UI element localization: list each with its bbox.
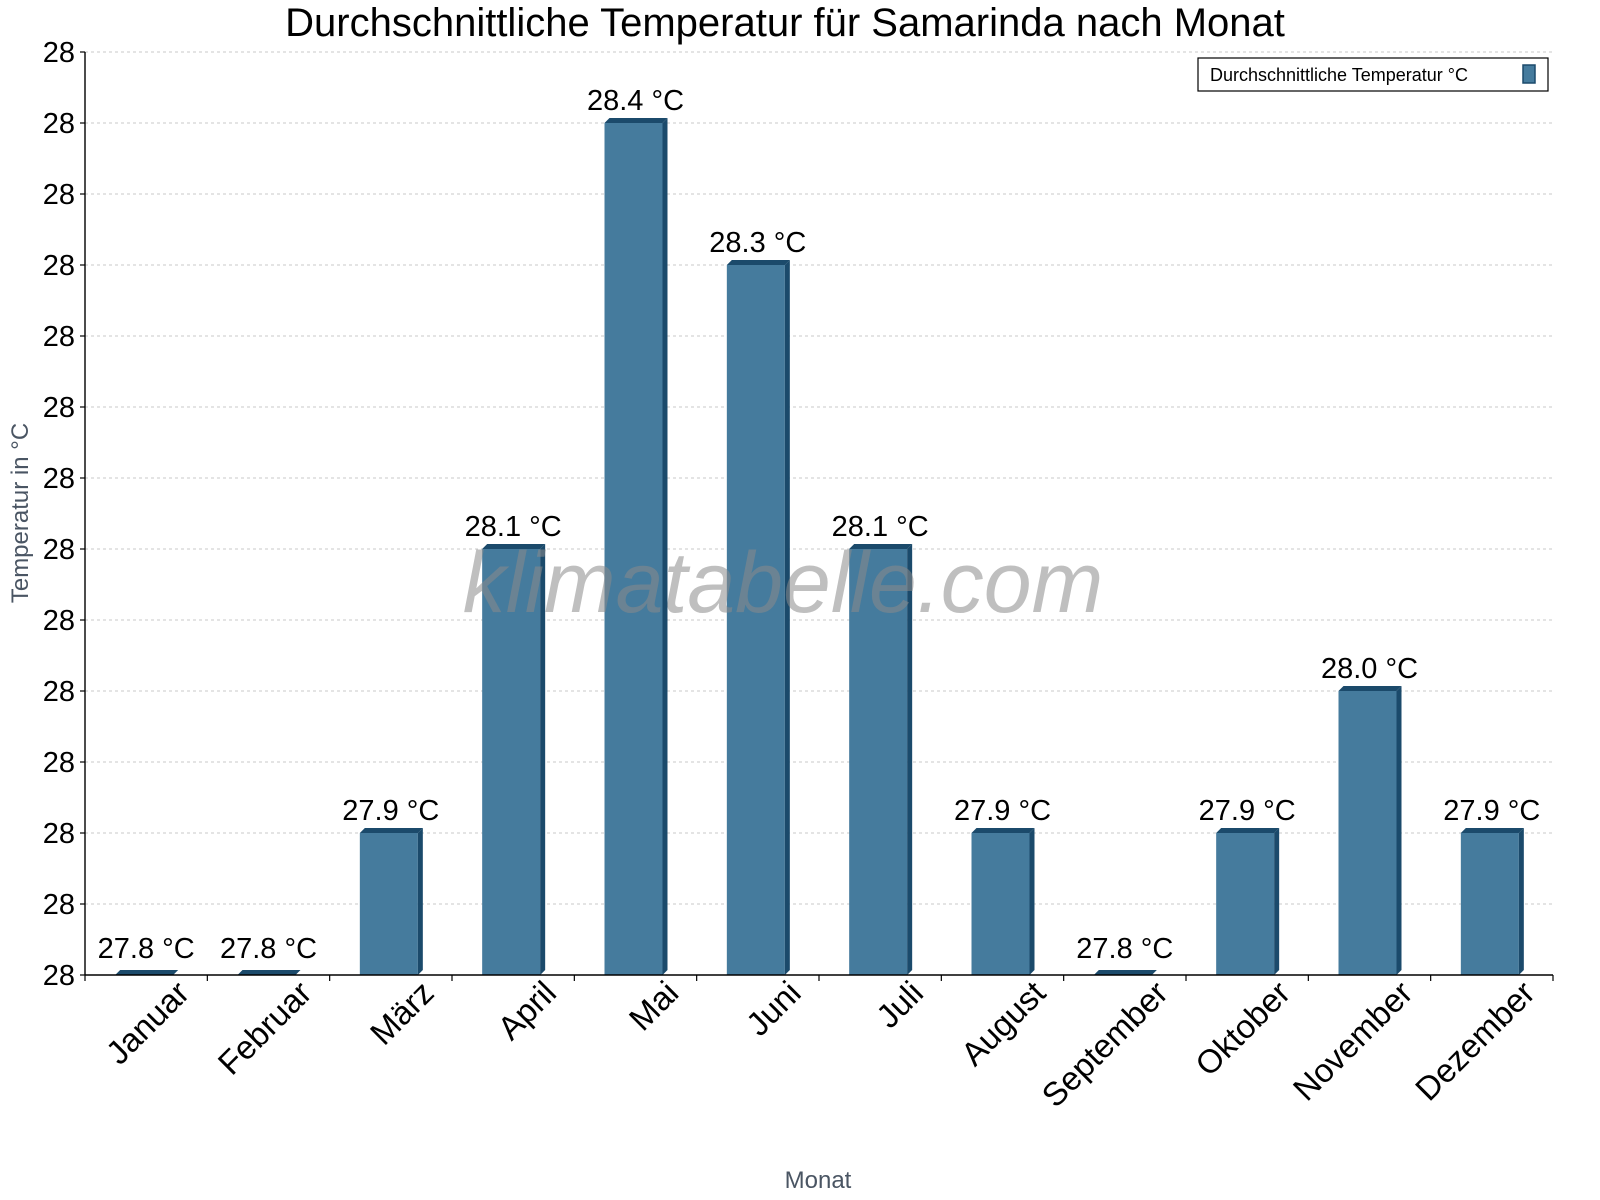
bar-september — [1093, 970, 1157, 975]
legend-label: Durchschnittliche Temperatur °C — [1210, 65, 1468, 85]
bar-november — [1338, 686, 1402, 975]
watermark: klimatabelle.com — [463, 535, 1103, 631]
bar-oktober — [1216, 828, 1280, 975]
value-label: 28.4 °C — [587, 85, 684, 117]
value-label: 27.9 °C — [1199, 795, 1296, 827]
y-tick-label: 28 — [43, 889, 75, 921]
y-tick-label: 28 — [43, 676, 75, 708]
y-tick-label: 28 — [43, 463, 75, 495]
y-tick-label: 28 — [43, 818, 75, 850]
value-label: 27.9 °C — [342, 795, 439, 827]
x-tick-label: Februar — [211, 974, 319, 1082]
chart-title: Durchschnittliche Temperatur für Samarin… — [285, 1, 1285, 45]
y-axis: 28 28 28 28 28 28 28 28 28 28 28 28 28 28 — [43, 37, 86, 992]
bars — [115, 118, 1524, 975]
x-tick-label: September — [1034, 974, 1174, 1114]
legend: Durchschnittliche Temperatur °C — [1197, 57, 1549, 92]
y-tick-label: 28 — [43, 250, 75, 282]
x-tick-label: Januar — [99, 974, 197, 1072]
value-label: 28.3 °C — [709, 227, 806, 259]
x-tick-label: Juni — [739, 974, 808, 1043]
value-label: 27.8 °C — [98, 933, 195, 965]
y-tick-label: 28 — [43, 747, 75, 779]
legend-swatch — [1522, 64, 1536, 84]
bar-august — [971, 828, 1035, 975]
y-tick-label: 28 — [43, 605, 75, 637]
x-axis: Januar Februar März April Mai Juni Juli AugustS… — [84, 974, 1554, 1114]
x-axis-title: Monat — [785, 1167, 852, 1194]
value-label: 28.1 °C — [465, 511, 562, 543]
bar-märz — [359, 828, 423, 975]
bar-april — [482, 544, 546, 975]
value-label: 27.8 °C — [220, 933, 317, 965]
x-tick-label: August — [954, 974, 1053, 1073]
x-tick-label: Dezember — [1408, 974, 1542, 1108]
value-labels: 27.8 °C 27.8 °C 27.9 °C 28.1 °C 28.4 °C 28.3 … — [98, 85, 1541, 965]
value-label: 27.9 °C — [954, 795, 1051, 827]
y-axis-title: Temperatur in °C — [7, 423, 34, 603]
bar-januar — [115, 970, 179, 975]
y-tick-label: 28 — [43, 392, 75, 424]
bar-mai — [604, 118, 668, 975]
x-tick-label: Mai — [622, 974, 686, 1038]
legend-box — [1197, 57, 1549, 92]
y-tick-label: 28 — [43, 960, 75, 992]
x-tick-label: November — [1286, 974, 1420, 1108]
y-tick-label: 28 — [43, 321, 75, 353]
bar-juli — [849, 544, 913, 975]
gridlines — [85, 51, 1553, 905]
value-label: 27.9 °C — [1443, 795, 1540, 827]
value-label: 28.1 °C — [832, 511, 929, 543]
y-tick-label: 28 — [43, 534, 75, 566]
y-tick-label: 28 — [43, 179, 75, 211]
x-tick-label: Oktober — [1188, 974, 1297, 1083]
x-tick-label: April — [490, 974, 563, 1047]
value-label: 28.0 °C — [1321, 653, 1418, 685]
bar-dezember — [1460, 828, 1524, 975]
x-tick-label: März — [363, 974, 441, 1052]
y-tick-label: 28 — [43, 37, 75, 69]
x-tick-label: Juli — [869, 974, 930, 1035]
bar-juni — [726, 260, 790, 975]
value-label: 27.8 °C — [1076, 933, 1173, 965]
y-tick-label: 28 — [43, 108, 75, 140]
bar-februar — [237, 970, 301, 975]
